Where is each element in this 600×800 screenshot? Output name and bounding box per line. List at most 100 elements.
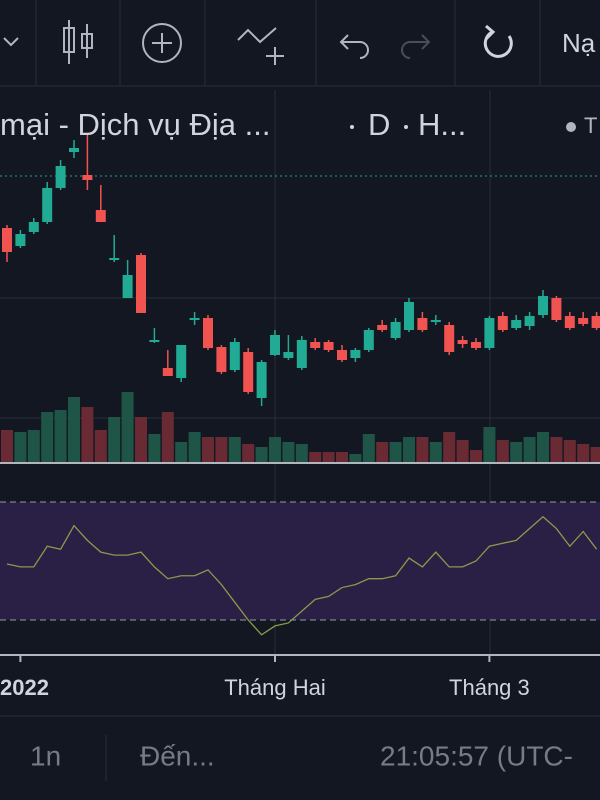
candle-body <box>149 340 160 342</box>
candle-body <box>176 345 187 378</box>
volume-bar <box>577 444 590 462</box>
candle-body <box>484 318 495 348</box>
rsi-pane <box>0 501 600 636</box>
reset-button[interactable] <box>483 24 513 58</box>
volume-bar <box>148 434 161 462</box>
separator-dot <box>350 125 354 129</box>
clock: 21:05:57 (UTC- <box>380 740 573 771</box>
status-dot <box>566 122 576 132</box>
candle-body <box>2 228 12 252</box>
volume-bar <box>27 430 40 462</box>
candle-body <box>591 316 600 328</box>
candle-body <box>350 350 361 358</box>
volume-bar <box>537 432 549 462</box>
volume-bar <box>215 437 228 462</box>
volume-bar <box>456 440 469 462</box>
indicators-button[interactable] <box>237 27 284 65</box>
x-tick-label: Tháng 3 <box>449 675 530 700</box>
candle-body <box>136 255 146 313</box>
toolbar <box>0 0 600 86</box>
volume-bar <box>242 444 255 462</box>
volume-bar <box>94 430 107 462</box>
rsi-band-fill <box>0 502 600 620</box>
toolbar-button-label[interactable]: Nạ <box>562 28 596 58</box>
volume-bar <box>41 412 54 462</box>
status-label: T <box>584 113 597 138</box>
volume-bar <box>523 437 536 462</box>
candle-body <box>430 320 441 322</box>
candle-body <box>323 342 334 350</box>
volume-bar <box>175 442 188 462</box>
volume-bar <box>470 450 482 462</box>
range-button[interactable]: 1n <box>30 740 61 771</box>
volume-bar <box>54 410 67 462</box>
candle-body <box>538 296 548 315</box>
candle-body <box>28 222 39 232</box>
candles <box>1 135 600 462</box>
candle-body <box>296 340 307 368</box>
volume-bar <box>121 392 134 462</box>
candle-body <box>216 347 227 372</box>
candle-body <box>524 316 535 326</box>
candle-body <box>109 258 120 260</box>
candle-body <box>42 188 53 222</box>
candle-body <box>471 342 481 348</box>
volume-bar <box>510 442 523 462</box>
volume-bar <box>161 412 174 462</box>
candle-body <box>189 318 200 320</box>
redo-button[interactable] <box>401 34 431 59</box>
add-button[interactable] <box>142 23 182 63</box>
candle-body <box>578 318 589 324</box>
candle-body <box>310 342 321 348</box>
candle-body <box>444 325 455 352</box>
volume-bar <box>443 432 456 462</box>
volume-bar <box>1 430 13 462</box>
candle-body <box>404 302 414 330</box>
toolbar-separators <box>35 0 541 86</box>
candle-body <box>377 325 388 330</box>
volume-bar <box>255 447 268 462</box>
volume-bar <box>403 437 415 462</box>
candle-body <box>283 352 294 358</box>
volume-bar <box>108 417 121 462</box>
volume-bar <box>336 452 348 462</box>
goto-button[interactable]: Đến... <box>140 740 215 771</box>
volume-bar <box>135 417 147 462</box>
separator-dot <box>404 125 408 129</box>
volume-bar <box>550 437 563 462</box>
symbol-name: mại - Dịch vụ Địa ... <box>0 107 270 142</box>
volume-bar <box>228 437 241 462</box>
volume-bar <box>590 447 600 462</box>
time-axis: 2022 Tháng Hai Tháng 3 <box>0 655 530 700</box>
chart-type-button[interactable] <box>63 20 93 64</box>
candle-body <box>270 335 280 355</box>
volume-bar <box>309 452 322 462</box>
candle-body <box>511 320 522 328</box>
volume-bar <box>349 454 362 462</box>
candle-body <box>95 210 106 222</box>
volume-bar <box>429 442 442 462</box>
candle-body <box>390 322 401 338</box>
candle-body <box>457 340 468 344</box>
x-tick-label: Tháng Hai <box>224 675 326 700</box>
volume-bar <box>362 434 375 462</box>
volume-bar <box>322 452 335 462</box>
candle-body <box>15 234 26 246</box>
candle-body <box>203 318 213 348</box>
dropdown-button[interactable] <box>3 37 19 47</box>
volume-bar <box>282 442 295 462</box>
undo-button[interactable] <box>339 34 369 59</box>
candle-body <box>69 148 79 152</box>
candle-body <box>564 316 575 328</box>
x-tick-label: 2022 <box>0 675 49 700</box>
volume-bar <box>389 442 402 462</box>
candle-body <box>122 275 133 298</box>
volume-bar <box>202 437 214 462</box>
candle-body <box>337 350 347 360</box>
candle-body <box>162 368 173 376</box>
interval: D <box>368 107 390 142</box>
volume-bar <box>376 442 389 462</box>
volume-bar <box>68 397 80 462</box>
volume-bar <box>81 407 94 462</box>
volume-bar <box>269 437 281 462</box>
